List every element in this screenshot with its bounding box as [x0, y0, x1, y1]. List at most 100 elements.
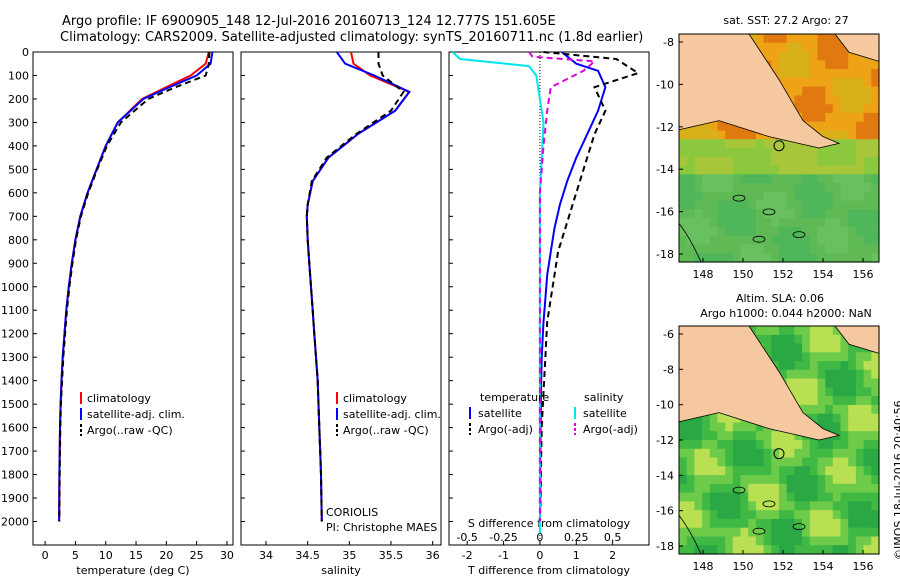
s-diff-tick-label: -0.25 — [489, 531, 517, 544]
map-pixel — [809, 104, 819, 114]
y-tick-label: 900 — [8, 257, 29, 270]
map-pixel — [740, 448, 749, 459]
map-pixel — [740, 501, 749, 511]
map-pixel — [802, 378, 811, 388]
map-pixel — [871, 244, 880, 254]
map-pixel — [848, 343, 857, 353]
map-pixel — [840, 148, 849, 158]
map-pixel — [802, 536, 811, 546]
map-lat-label: -18 — [656, 540, 674, 553]
map-pixel — [825, 404, 834, 415]
map-pixel — [679, 536, 688, 546]
map-pixel — [802, 86, 811, 96]
map-pixel — [763, 545, 772, 555]
map-pixel — [679, 440, 688, 450]
map-pixel — [832, 253, 842, 263]
map-pixel — [763, 343, 772, 353]
map-pixel — [817, 545, 826, 555]
map-pixel — [871, 112, 880, 123]
map-pixel — [809, 218, 819, 228]
map-pixel — [755, 42, 765, 53]
x-axis-label: salinity — [321, 564, 361, 577]
map-pixel — [694, 174, 703, 184]
map-pixel — [694, 527, 703, 538]
map-pixel — [779, 501, 788, 511]
map-pixel — [755, 183, 765, 193]
argo-position-marker — [773, 448, 785, 460]
map-pixel — [740, 466, 749, 476]
map-pixel — [717, 527, 726, 538]
map-pixel — [871, 440, 880, 450]
map-pixel — [771, 536, 780, 546]
map-pixel — [786, 244, 795, 254]
map-pixel — [748, 244, 757, 254]
map-lat-label: -8 — [663, 363, 674, 376]
map-pixel — [802, 244, 811, 254]
map-pixel — [848, 396, 857, 406]
map-pixel — [779, 466, 788, 476]
map-pixel — [755, 527, 765, 538]
map-pixel — [755, 235, 765, 246]
map-pixel — [817, 492, 826, 502]
map-pixel — [817, 244, 826, 254]
map-pixel — [717, 121, 726, 132]
map-pixel — [748, 191, 757, 202]
map-pixel — [779, 369, 788, 380]
map-pixel — [771, 218, 780, 228]
map-pixel — [702, 492, 711, 502]
map-pixel — [817, 69, 826, 79]
map-pixel — [755, 536, 765, 546]
map-pixel — [679, 466, 688, 476]
map-pixel — [786, 466, 795, 476]
map-pixel — [832, 209, 842, 219]
map-pixel — [855, 60, 865, 70]
map-pixel — [832, 361, 842, 371]
map-pixel — [717, 148, 726, 158]
map-pixel — [763, 483, 772, 494]
map-pixel — [802, 218, 811, 228]
map-pixel — [840, 492, 849, 502]
map-pixel — [786, 200, 795, 210]
map-pixel — [702, 235, 711, 246]
map-pixel — [694, 466, 703, 476]
map-pixel — [855, 209, 865, 219]
map-pixel — [840, 457, 849, 467]
map-pixel — [802, 148, 811, 158]
map-pixel — [725, 466, 734, 476]
map-pixel — [855, 518, 865, 529]
map-pixel — [725, 244, 734, 254]
map-pixel — [840, 200, 849, 210]
map-pixel — [748, 130, 757, 140]
map-pixel — [832, 95, 842, 105]
map-pixel — [863, 112, 872, 123]
y-tick-label: 100 — [8, 69, 29, 82]
map-lat-label: -10 — [656, 399, 674, 412]
map-pixel — [794, 86, 803, 96]
map-pixel — [755, 191, 765, 202]
map-pixel — [709, 191, 719, 202]
map-pixel — [855, 404, 865, 415]
map-pixel — [786, 501, 795, 511]
map-pixel — [694, 130, 703, 140]
map-pixel — [679, 148, 688, 158]
map-pixel — [702, 448, 711, 459]
map-pixel — [840, 501, 849, 511]
map-pixel — [779, 527, 788, 538]
map-pixel — [863, 378, 872, 388]
land-mass — [678, 33, 841, 149]
map-pixel — [817, 51, 826, 61]
map-pixel — [817, 536, 826, 546]
map-pixel — [817, 42, 826, 53]
map-pixel — [809, 253, 819, 263]
map-pixel — [863, 396, 872, 406]
map-pixel — [794, 174, 803, 184]
map-pixel — [825, 510, 834, 520]
map-pixel — [717, 545, 726, 555]
map-pixel — [771, 448, 780, 459]
map-pixel — [786, 139, 795, 149]
map-pixel — [686, 191, 695, 202]
map-pixel — [802, 200, 811, 210]
map-pixel — [832, 183, 842, 193]
map-pixel — [855, 536, 865, 546]
map-pixel — [802, 253, 811, 263]
